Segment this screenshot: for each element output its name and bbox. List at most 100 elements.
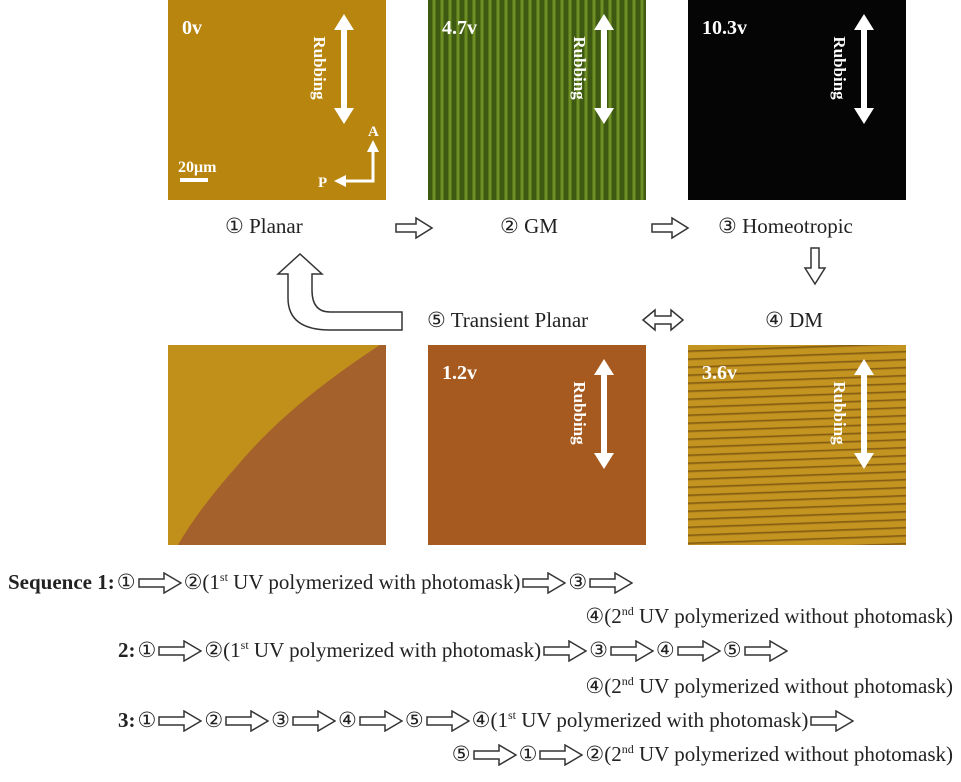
step-text: ②(1 <box>204 638 240 662</box>
arrow-shape <box>678 641 720 661</box>
sequence-arrow <box>473 744 517 766</box>
sequence-arrow <box>539 744 583 766</box>
sequence-step: ④ <box>338 708 357 733</box>
rubbing-arrow <box>594 359 614 469</box>
scale-bar <box>180 178 208 182</box>
rubbing-label: Rubbing <box>570 381 589 445</box>
step-text: ④(1 <box>472 708 508 732</box>
micrograph: 1.2v Rubbing <box>428 345 646 545</box>
voltage-label: 3.6v <box>702 362 737 384</box>
down-arrow <box>805 248 825 284</box>
sequence-step: ③ <box>568 570 587 595</box>
panel-overlay: 3.6v Rubbing <box>688 345 906 545</box>
right-arrow <box>396 218 432 238</box>
state-label: ① Planar <box>225 214 303 239</box>
arrow-shape <box>474 745 516 765</box>
arrow-shape <box>811 711 853 731</box>
step-tail: UV polymerized without photomask) <box>634 742 953 766</box>
voltage-label: 4.7v <box>442 17 477 39</box>
step-tail: UV polymerized with photomask) <box>228 570 520 594</box>
sequence-step: ②(1st UV polymerized with photomask) <box>204 638 541 663</box>
micrograph: 0v Rubbing 20μm A P <box>168 0 386 200</box>
arrow-shape <box>159 641 201 661</box>
arrow-shape <box>611 641 653 661</box>
analyzer-label: A <box>368 124 379 140</box>
state-label: ④ DM <box>765 308 823 333</box>
sequence-step: ① <box>117 570 136 595</box>
rubbing-label: Rubbing <box>830 381 849 445</box>
sequence-step: ②(2nd UV polymerized without photomask) <box>585 742 953 767</box>
arrow-shape <box>523 573 565 593</box>
step-tail: UV polymerized with photomask) <box>516 708 808 732</box>
rubbing-arrow <box>854 14 874 124</box>
return-arrow <box>278 254 402 330</box>
sequence-arrow <box>543 640 587 662</box>
voltage-label: 0v <box>182 17 202 39</box>
rubbing-label: Rubbing <box>310 36 329 100</box>
sequence-step: ⑤ <box>723 638 742 663</box>
panel-overlay: 0v Rubbing 20μm A P <box>168 0 386 200</box>
scale-bar-label: 20μm <box>178 159 217 176</box>
micrograph: 4.7v Rubbing <box>428 0 646 200</box>
sequence-step: ① <box>138 708 157 733</box>
step-superscript: st <box>241 638 249 652</box>
sequence-arrow <box>677 640 721 662</box>
sequence-arrow <box>225 710 269 732</box>
step-superscript: st <box>508 708 516 722</box>
rubbing-label: Rubbing <box>570 36 589 100</box>
arrow-shape <box>159 711 201 731</box>
step-text: ④(2 <box>585 674 621 698</box>
sequence-step: ① <box>519 742 538 767</box>
sequence-step: ④ <box>656 638 675 663</box>
sequence-step: ⑤ <box>452 742 471 767</box>
sequence-arrow <box>292 710 336 732</box>
sequence-line: Sequence 1:① ②(1st UV polymerized with ph… <box>8 570 635 595</box>
step-text: ④(2 <box>585 604 621 628</box>
sequence-arrow <box>610 640 654 662</box>
sequence-arrow <box>158 710 202 732</box>
sequence-arrow <box>158 640 202 662</box>
state-label: ② GM <box>500 214 558 239</box>
sequence-arrow <box>522 572 566 594</box>
sequence-line: ④(2nd UV polymerized without photomask) <box>585 674 953 699</box>
sequence-label: 3: <box>118 708 136 733</box>
polarizer-label: P <box>318 175 327 191</box>
sequence-step: ① <box>138 638 157 663</box>
sequence-arrow <box>426 710 470 732</box>
figure: 0vRubbing20μmAP4.7vRubbing10.3vRubbing1.… <box>0 0 961 782</box>
arrow-shape <box>360 711 402 731</box>
arrow-shape <box>540 745 582 765</box>
arrow-shape <box>590 573 632 593</box>
panel-overlay: 1.2v Rubbing <box>428 345 646 545</box>
sequence-step: ④(2nd UV polymerized without photomask) <box>585 674 953 699</box>
state-label: ③ Homeotropic <box>718 214 853 239</box>
step-text: ②(1 <box>184 570 220 594</box>
arrow-shape <box>139 573 181 593</box>
sequence-label: Sequence 1: <box>8 570 115 595</box>
step-tail: UV polymerized without photomask) <box>634 604 953 628</box>
step-superscript: nd <box>622 742 634 756</box>
arrow-shape <box>226 711 268 731</box>
sequence-arrow <box>359 710 403 732</box>
step-text: ②(2 <box>585 742 621 766</box>
state-label: ⑤ Transient Planar <box>427 308 588 333</box>
voltage-label: 1.2v <box>442 362 477 384</box>
arrow-shape <box>544 641 586 661</box>
sequence-arrow <box>138 572 182 594</box>
sequence-arrow <box>810 710 854 732</box>
sequence-step: ③ <box>589 638 608 663</box>
sequence-line: ④(2nd UV polymerized without photomask) <box>585 604 953 629</box>
arrow-shape <box>293 711 335 731</box>
rubbing-arrow <box>594 14 614 124</box>
sequence-label: 2: <box>118 638 136 663</box>
sequence-step: ② <box>204 708 223 733</box>
polarizer-axes <box>344 150 373 181</box>
sequence-step: ③ <box>271 708 290 733</box>
sequence-arrow <box>589 572 633 594</box>
sequence-step: ②(1st UV polymerized with photomask) <box>184 570 521 595</box>
sequence-line: 2:① ②(1st UV polymerized with photomask) ③… <box>118 638 790 663</box>
panel-overlay: 4.7v Rubbing <box>428 0 646 200</box>
arrow-shape <box>745 641 787 661</box>
